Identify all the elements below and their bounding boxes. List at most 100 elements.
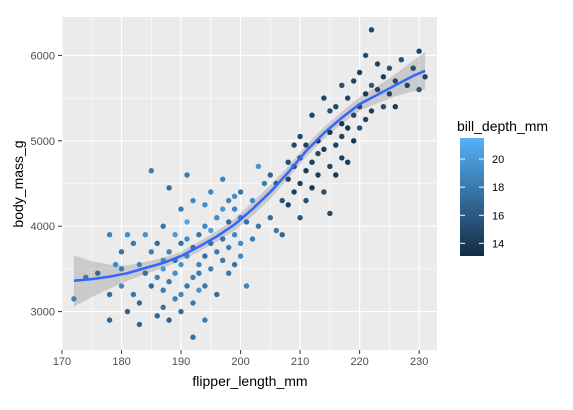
data-point [327,108,333,114]
data-point [178,261,184,268]
data-point [124,308,131,315]
data-point [154,313,160,319]
data-point [368,82,375,89]
legend-label: 14 [492,238,504,250]
y-tick-label: 4000 [31,221,55,233]
data-point [220,206,226,212]
legend-colorbar [460,138,484,256]
data-point [226,219,232,225]
data-point [208,189,214,195]
data-point [148,249,154,255]
data-point [190,300,196,306]
data-point [208,227,214,234]
data-point [392,104,398,110]
confidence-band [73,52,426,307]
data-point [315,172,321,178]
y-tick-label: 5000 [31,136,55,148]
data-point [327,163,333,170]
data-point [226,270,232,276]
data-point [231,261,238,268]
data-point [279,232,285,238]
data-point [279,197,285,204]
grid-lines [61,17,437,350]
data-point [196,261,202,268]
data-point [267,172,273,178]
data-point [345,159,351,165]
data-point [237,189,244,195]
data-point [166,279,172,285]
data-point [303,197,309,204]
data-point [160,287,166,293]
data-point [297,215,303,221]
data-point [118,283,125,289]
data-point [95,270,101,276]
legend: bill_depth_mm 14 16 18 20 [457,118,548,256]
data-point [303,142,309,148]
data-point [130,291,137,298]
data-point [172,232,178,238]
data-point [184,283,190,289]
data-point [285,202,291,208]
data-point [220,176,226,182]
data-point [351,112,357,118]
data-point [231,193,238,199]
data-point [368,27,375,33]
data-point [178,206,184,212]
data-point [404,82,410,89]
data-point [285,159,291,165]
data-point [208,266,214,272]
data-point [416,86,422,93]
data-point [166,185,172,191]
data-point [190,274,196,281]
data-point [190,334,196,340]
data-point [345,95,351,101]
data-point [410,65,416,71]
data-point [345,125,351,131]
data-point [339,121,345,127]
data-point [160,266,166,272]
data-point [130,240,137,246]
data-point [339,155,345,161]
data-point [226,244,232,251]
data-point [243,219,250,225]
data-point [374,86,381,93]
data-point [339,82,345,89]
data-point [309,112,315,118]
data-point [380,74,387,80]
axes: 170 180 190 200 210 220 230 3000 4000 5000 6000 [31,50,429,368]
y-axis-title: body_mass_g [10,140,26,227]
data-point [231,206,238,212]
x-tick-label: 180 [112,356,130,368]
data-point [386,65,393,71]
data-point [196,270,202,276]
data-point [160,223,166,229]
data-point [380,104,387,110]
data-point [309,185,315,191]
x-tick-label: 200 [231,356,249,368]
data-point [112,261,119,268]
data-point [297,133,303,140]
data-point [148,168,154,174]
x-tick-label: 220 [350,356,368,368]
data-point [297,180,303,187]
data-point [386,91,393,97]
data-point [220,236,226,242]
data-point [255,223,262,229]
data-point [321,146,327,152]
data-point [333,172,339,178]
data-point [226,197,232,204]
data-point [356,69,363,76]
data-point [327,129,333,135]
data-point [202,253,208,259]
data-point [124,232,131,238]
data-point [184,219,190,225]
data-point [154,240,160,246]
data-point [351,78,357,84]
data-point [333,104,339,110]
data-point [351,138,357,144]
data-point [214,215,220,221]
data-point [202,317,208,323]
data-point [321,189,327,195]
